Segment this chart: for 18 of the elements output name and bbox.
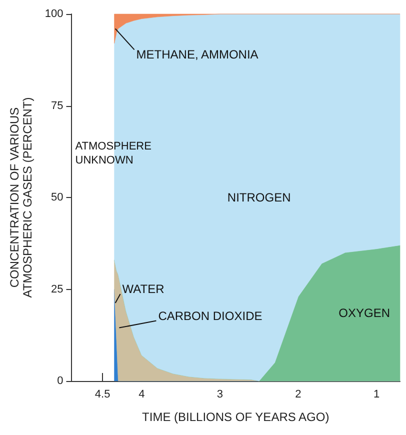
y-tick-label: 75 [51, 100, 64, 112]
y-tick-label: 50 [51, 192, 64, 204]
y-tick-label: 100 [44, 8, 64, 20]
series-label: WATER [122, 282, 165, 296]
y-axis-title: CONCENTRATION OF VARIOUS ATMOSPHERIC GASES (PERCENT) [8, 97, 34, 298]
y-tick-label: 25 [51, 283, 64, 296]
series-label: OXYGEN [338, 306, 390, 320]
series-label: NITROGEN [227, 190, 291, 204]
y-tick-label: 0 [57, 375, 64, 387]
text: CARBON DIOXIDE [158, 308, 262, 323]
x-axis-title: TIME (BILLIONS OF YEARS AGO) [142, 410, 330, 424]
x-tick-label: 4 [138, 388, 145, 400]
x-tick-label: 4.5 [94, 388, 110, 400]
annotation: ATMOSPHERE UNKNOWN [75, 140, 152, 166]
x-tick-label: 3 [216, 388, 224, 400]
x-tick-label: 2 [295, 388, 302, 400]
x-tick-label: 1 [373, 388, 380, 400]
series-label: METHANE, AMMONIA [136, 48, 258, 62]
